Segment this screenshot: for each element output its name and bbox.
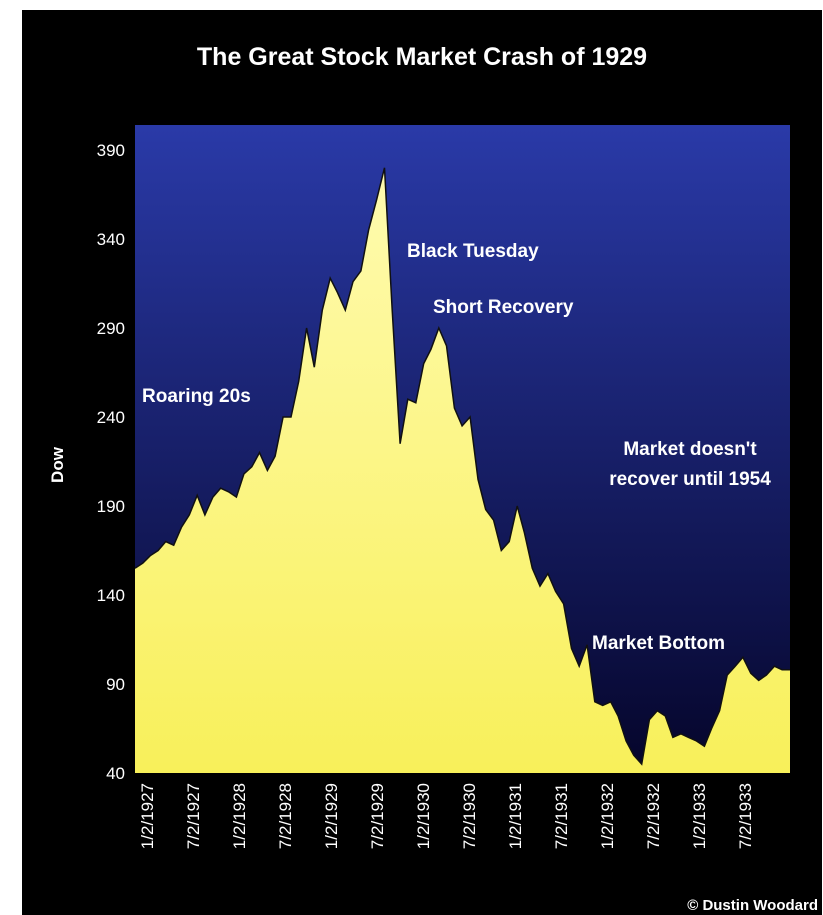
y-tick-label: 40: [106, 764, 125, 783]
x-tick-label: 1/2/1928: [230, 783, 249, 849]
annotation-roaring-20s: Roaring 20s: [142, 386, 251, 407]
annotation-recover-until-1954: recover until 1954: [609, 469, 771, 490]
x-tick-label: 1/2/1931: [506, 783, 525, 849]
x-tick-labels: 1/2/1927 7/2/1927 1/2/1928 7/2/1928 1/2/1929…: [138, 783, 755, 849]
annotation-short-recovery: Short Recovery: [433, 297, 574, 318]
y-tick-label: 390: [97, 141, 125, 160]
annotation-market-bottom: Market Bottom: [592, 633, 725, 654]
x-tick-label: 7/2/1928: [276, 783, 295, 849]
crash-chart: The Great Stock Market Crash of 1929 Dow…: [48, 43, 818, 914]
chart-frame: The Great Stock Market Crash of 1929 Dow…: [22, 10, 822, 915]
credit-text: © Dustin Woodard: [687, 897, 818, 914]
y-tick-label: 240: [97, 408, 125, 427]
x-tick-label: 7/2/1932: [644, 783, 663, 849]
y-tick-labels: 390 340 290 240 190 140 90 40: [97, 141, 125, 783]
dow-line-series: [134, 167, 790, 766]
x-tick-label: 7/2/1927: [184, 783, 203, 849]
y-tick-label: 340: [97, 230, 125, 249]
annotation-black-tuesday: Black Tuesday: [407, 241, 539, 262]
dow-area-series: [135, 167, 790, 774]
x-tick-label: 1/2/1930: [414, 783, 433, 849]
x-tick-label: 7/2/1929: [368, 783, 387, 849]
y-tick-label: 90: [106, 675, 125, 694]
x-tick-label: 1/2/1927: [138, 783, 157, 849]
x-tick-label: 7/2/1933: [736, 783, 755, 849]
y-tick-label: 140: [97, 586, 125, 605]
annotation-market-doesnt: Market doesn't: [623, 439, 757, 460]
y-tick-label: 290: [97, 319, 125, 338]
x-tick-label: 7/2/1931: [552, 783, 571, 849]
x-tick-label: 1/2/1932: [598, 783, 617, 849]
x-tick-label: 1/2/1933: [690, 783, 709, 849]
chart-title: The Great Stock Market Crash of 1929: [197, 43, 647, 71]
y-axis-label: Dow: [48, 446, 67, 483]
x-tick-label: 1/2/1929: [322, 783, 341, 849]
y-tick-label: 190: [97, 497, 125, 516]
x-tick-label: 7/2/1930: [460, 783, 479, 849]
